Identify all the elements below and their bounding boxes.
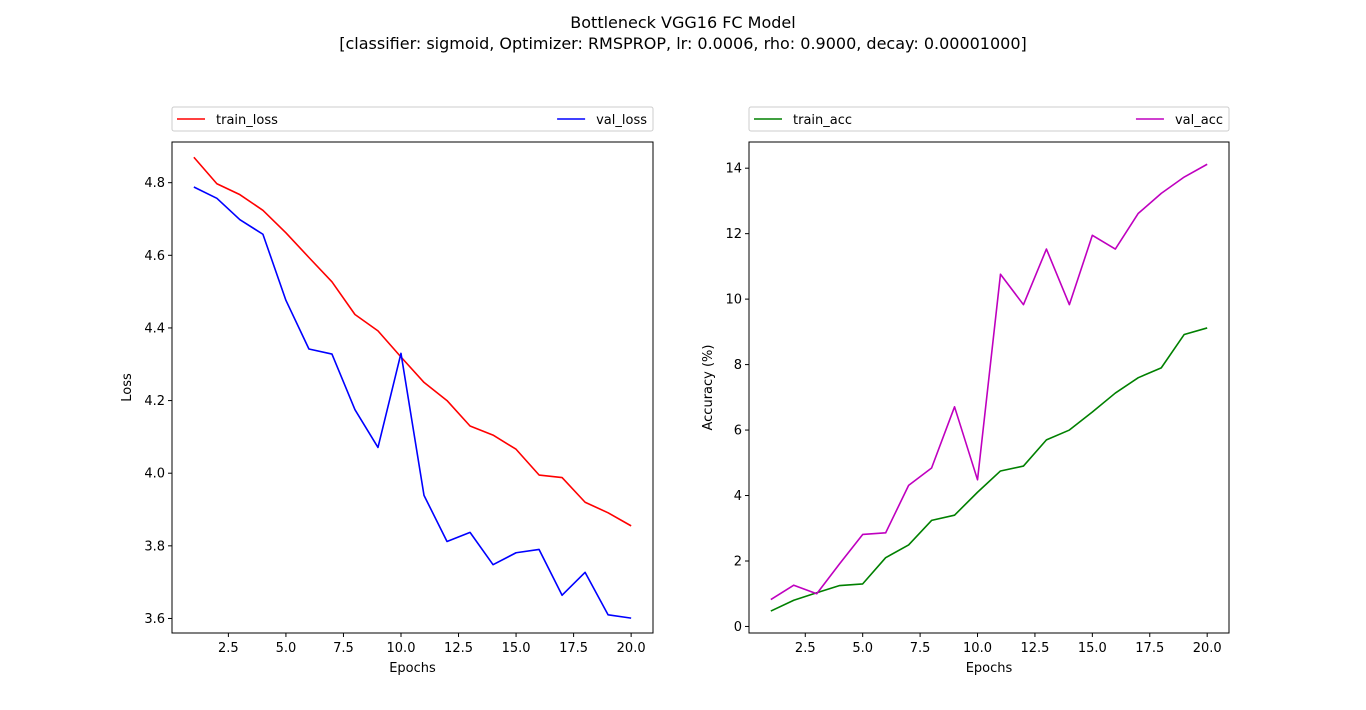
x-tick-label: 17.5 [559,641,588,656]
y-tick-label: 12 [725,227,742,242]
x-axis-label: Epochs [966,661,1013,676]
y-tick-label: 4 [734,489,742,504]
plot-frame [748,141,1230,634]
y-tick-label: 10 [725,293,742,308]
figure-title: Bottleneck VGG16 FC Model [570,13,795,32]
y-tick-label: 6 [734,424,742,439]
y-tick-label: 3.8 [144,539,165,554]
x-tick-label: 15.0 [1078,641,1107,656]
x-tick-label: 2.5 [218,641,239,656]
x-tick-label: 12.5 [1020,641,1049,656]
x-tick-label: 10.0 [963,641,992,656]
legend: train_loss val_loss [171,106,654,132]
x-tick-label: 20.0 [617,641,646,656]
y-tick-label: 3.6 [144,612,165,627]
legend-label-train_acc: train_acc [793,113,852,128]
series-line-train_acc [770,327,1208,612]
y-tick-label: 8 [734,358,742,373]
y-tick-label: 4.8 [144,176,165,191]
legend-label-val_acc: val_acc [1175,113,1223,128]
legend: train_acc val_acc [748,106,1230,132]
y-tick-label: 4.4 [144,321,165,336]
x-tick-label: 2.5 [795,641,816,656]
y-tick-label: 4.0 [144,467,165,482]
x-tick-label: 10.0 [387,641,416,656]
loss-chart: 2.5 5.0 7.5 10.0 12.5 15.0 17.5 20.0 3.6 3.8 4.0 4.… [120,106,654,676]
y-tick-label: 0 [734,620,742,635]
y-tick-label: 4.2 [144,394,165,409]
series-line-val_loss [193,186,632,619]
x-tick-label: 17.5 [1135,641,1164,656]
x-tick-label: 15.0 [502,641,531,656]
x-tick-label: 20.0 [1193,641,1222,656]
legend-label-val_loss: val_loss [596,113,647,128]
x-tick-label: 5.0 [276,641,297,656]
figure-subtitle: [classifier: sigmoid, Optimizer: RMSPROP… [339,34,1027,53]
y-axis-label: Accuracy (%) [701,345,716,431]
y-tick-label: 2 [734,554,742,569]
series-line-train_loss [193,156,632,527]
legend-box [171,106,654,132]
legend-label-train_loss: train_loss [216,113,278,128]
series-line-val_acc [770,163,1208,601]
legend-box [748,106,1230,132]
x-tick-label: 12.5 [444,641,473,656]
accuracy-chart: 2.5 5.0 7.5 10.0 12.5 15.0 17.5 20.0 0 2 4 6 8 10 12 14… [701,106,1230,676]
y-axis-label: Loss [120,373,135,402]
y-tick-label: 4.6 [144,249,165,264]
x-tick-label: 5.0 [852,641,873,656]
x-tick-label: 7.5 [910,641,931,656]
y-tick-label: 14 [725,162,742,177]
plot-frame [171,141,654,634]
x-axis-label: Epochs [389,661,436,676]
x-tick-label: 7.5 [333,641,354,656]
